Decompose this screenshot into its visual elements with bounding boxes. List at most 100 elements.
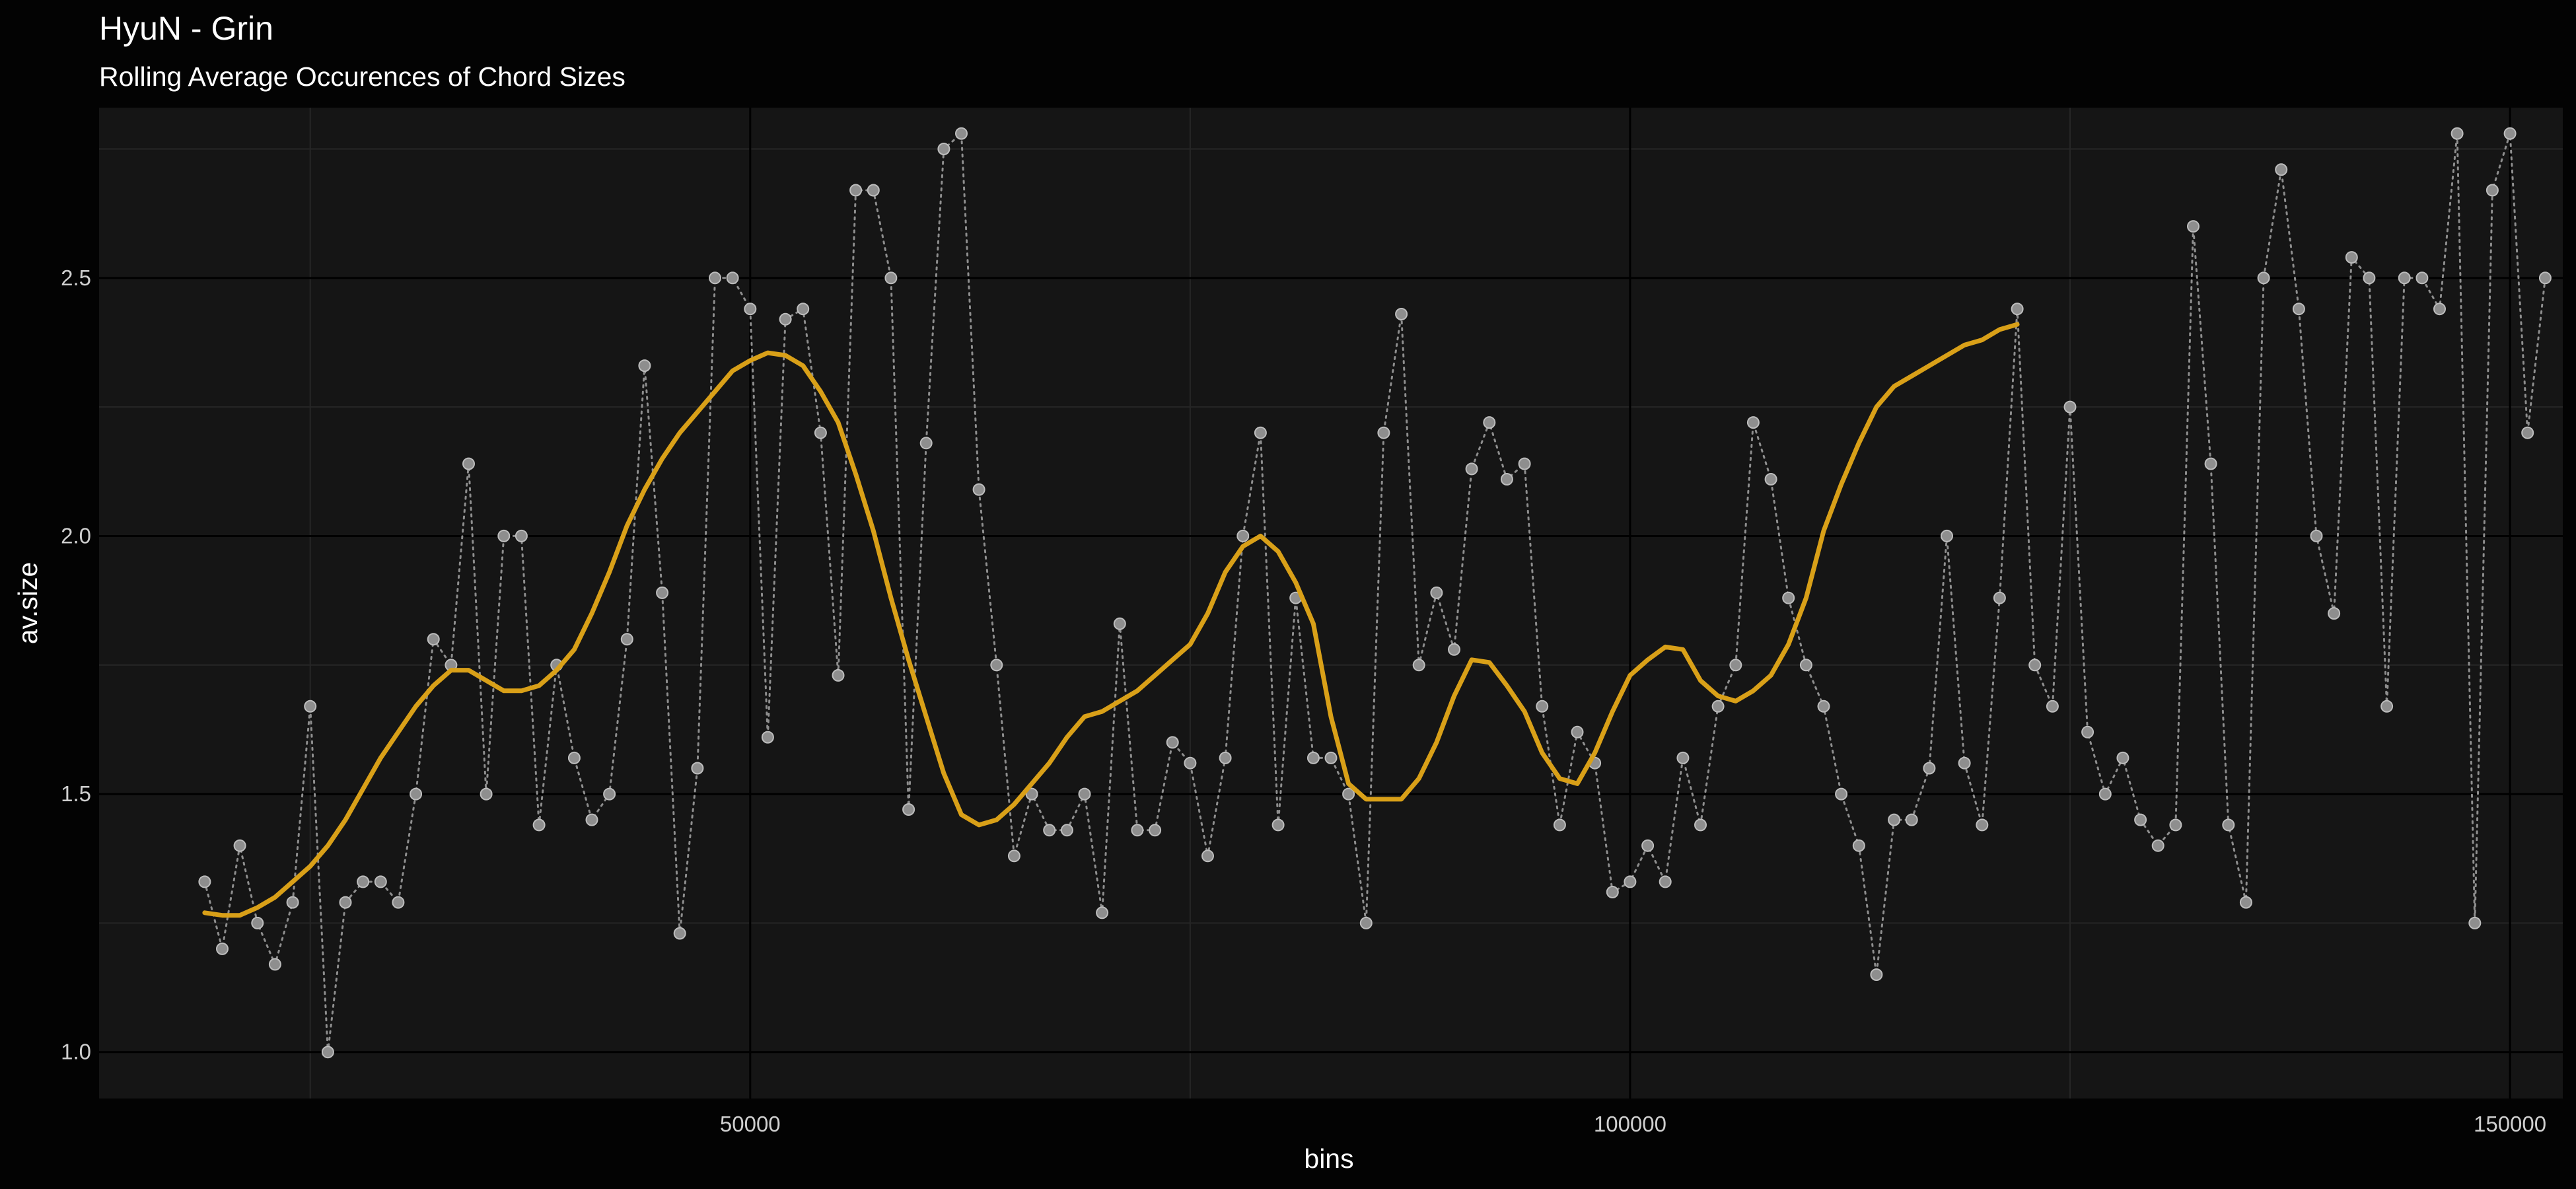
raw-data-point	[1958, 756, 1971, 770]
raw-data-point	[1870, 968, 1883, 981]
raw-data-point	[2204, 457, 2217, 470]
grid-minor	[99, 108, 2563, 1099]
raw-data-point	[1377, 426, 1390, 439]
raw-data-point	[1923, 762, 1936, 775]
raw-data-point	[2468, 916, 2482, 929]
raw-data-point	[1201, 849, 1214, 863]
raw-data-point	[673, 927, 686, 940]
raw-data-point	[2063, 400, 2077, 414]
raw-data-point	[2046, 700, 2059, 713]
y-axis-tick-labels: 1.0 1.5 2.0 2.5	[61, 266, 91, 1064]
raw-data-point	[2345, 251, 2358, 264]
raw-data-point	[427, 633, 440, 646]
raw-data-point	[1729, 659, 1742, 672]
raw-data-point	[357, 875, 370, 888]
raw-data-point	[585, 813, 598, 826]
raw-data-point	[2415, 271, 2429, 285]
series-layer	[198, 127, 2552, 1059]
raw-data-point	[1359, 916, 1373, 929]
raw-data-point	[2081, 725, 2094, 739]
raw-data-point	[691, 762, 704, 775]
raw-data-point	[1465, 462, 1478, 476]
raw-data-point	[2398, 271, 2411, 285]
raw-data-point	[1096, 906, 1109, 919]
raw-data-point	[339, 896, 352, 909]
raw-data-point	[1060, 824, 1073, 837]
raw-data-point	[2503, 127, 2517, 140]
y-tick-label: 1.5	[61, 781, 91, 806]
raw-data-point	[603, 787, 616, 801]
raw-data-point	[1941, 529, 1953, 542]
raw-data-point	[2486, 184, 2499, 197]
raw-data-point	[1131, 824, 1144, 837]
raw-data-point	[656, 586, 669, 599]
raw-data-point	[1694, 818, 1707, 832]
raw-data-point	[2275, 163, 2288, 176]
raw-data-point	[1184, 756, 1197, 770]
raw-data-point	[1764, 473, 1777, 486]
raw-data-point	[1500, 473, 1513, 486]
raw-data-point	[304, 700, 317, 713]
raw-data-point	[1395, 308, 1408, 320]
raw-data-point	[620, 633, 633, 646]
raw-data-point	[990, 659, 1003, 672]
raw-data-point	[1553, 818, 1566, 832]
x-axis-label: bins	[1304, 1143, 1353, 1174]
raw-data-point	[1606, 886, 1619, 898]
raw-data-point	[1078, 787, 1091, 801]
raw-data-point	[1993, 591, 2006, 604]
raw-data-point	[2538, 271, 2552, 285]
raw-data-point	[233, 839, 246, 852]
raw-data-point	[2028, 659, 2042, 672]
raw-data-point	[2521, 426, 2534, 439]
raw-data-point	[919, 437, 933, 450]
x-axis-tick-labels: 50000 100000 150000	[720, 1112, 2546, 1136]
raw-data-point	[1835, 787, 1848, 801]
raw-data-point	[2451, 127, 2464, 140]
raw-data-point	[884, 271, 898, 285]
plot-panel	[99, 108, 2563, 1099]
raw-data-point	[321, 1046, 334, 1059]
raw-data-point	[1852, 839, 1865, 852]
smoothed-series-line	[202, 322, 2020, 918]
raw-data-point	[2134, 813, 2147, 826]
raw-data-point	[286, 896, 299, 909]
raw-data-point	[532, 818, 546, 832]
raw-data-point	[867, 184, 880, 197]
raw-data-point	[1113, 617, 1126, 630]
raw-data-point	[832, 668, 845, 682]
raw-data-point	[462, 457, 475, 470]
raw-data-point	[515, 529, 528, 542]
y-tick-label: 2.0	[61, 523, 91, 548]
raw-data-point	[268, 958, 281, 971]
raw-data-point	[726, 271, 739, 285]
raw-data-point	[1166, 736, 1179, 749]
raw-data-point	[497, 529, 511, 542]
raw-data-point	[2116, 751, 2129, 764]
raw-data-point	[1236, 529, 1250, 542]
raw-data-point	[1799, 659, 1812, 672]
raw-data-point	[638, 359, 651, 373]
raw-data-point	[955, 127, 968, 140]
raw-data-point	[1271, 818, 1285, 832]
raw-data-point	[1888, 813, 1901, 826]
raw-data-point	[1659, 875, 1672, 888]
raw-data-point	[761, 731, 774, 744]
raw-data-point	[2239, 896, 2252, 909]
raw-data-point	[1254, 426, 1267, 439]
raw-data-point	[937, 143, 950, 155]
raw-data-point	[251, 916, 264, 929]
raw-data-point	[480, 787, 493, 801]
raw-data-point	[1483, 416, 1496, 429]
chart-title: HyuN - Grin	[99, 10, 273, 47]
raw-data-point	[2363, 271, 2376, 285]
raw-data-point	[2098, 787, 2112, 801]
raw-data-point	[902, 803, 915, 816]
raw-data-point	[216, 942, 229, 955]
raw-data-point	[1536, 700, 1549, 713]
x-tick-label: 150000	[2474, 1112, 2546, 1136]
raw-data-point	[2187, 220, 2200, 233]
raw-data-point	[797, 303, 810, 316]
raw-data-point	[2433, 303, 2446, 316]
raw-data-point	[2257, 271, 2270, 285]
